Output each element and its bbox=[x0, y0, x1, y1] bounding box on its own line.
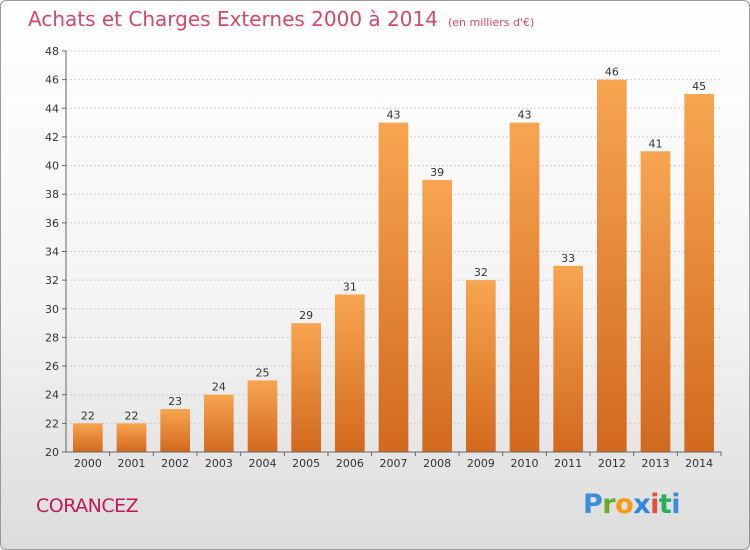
bar bbox=[247, 380, 278, 452]
x-tick-label: 2003 bbox=[205, 457, 233, 470]
x-tick-label: 2002 bbox=[161, 457, 189, 470]
y-tick-label: 24 bbox=[45, 389, 59, 402]
bar-value-label: 25 bbox=[256, 366, 270, 379]
bars: 22 22 23 24 25 29 31 43 39 32 43 33 46 41 45 bbox=[72, 66, 715, 453]
x-tick-label: 2004 bbox=[249, 457, 277, 470]
chart-title: Achats et Charges Externes 2000 à 2014 bbox=[28, 7, 438, 31]
y-tick-label: 26 bbox=[45, 360, 59, 373]
y-tick-label: 46 bbox=[45, 74, 59, 87]
bar-value-label: 41 bbox=[649, 137, 663, 150]
bar bbox=[684, 93, 715, 452]
y-tick-label: 32 bbox=[45, 274, 59, 287]
logo-letter: o bbox=[615, 489, 634, 520]
logo-letter: x bbox=[633, 489, 651, 520]
y-tick-label: 36 bbox=[45, 217, 59, 230]
y-tick-label: 48 bbox=[45, 45, 59, 58]
y-tick-label: 22 bbox=[45, 417, 59, 430]
y-tick-label: 28 bbox=[45, 331, 59, 344]
x-axis: 2000 2001 2002 2003 2004 2005 2006 2007 2008 2009… bbox=[66, 451, 722, 470]
y-tick-label: 34 bbox=[45, 246, 59, 259]
logo-letter: P bbox=[583, 489, 603, 520]
town-name: CORANCEZ bbox=[36, 495, 139, 517]
bar bbox=[72, 423, 103, 452]
logo-letter: r bbox=[602, 489, 616, 520]
bar bbox=[378, 122, 409, 452]
bar-value-label: 22 bbox=[125, 409, 139, 422]
y-tick-label: 42 bbox=[45, 131, 59, 144]
bar-value-label: 45 bbox=[692, 80, 706, 93]
bar bbox=[334, 294, 365, 452]
y-tick-label: 30 bbox=[45, 303, 59, 316]
bar-value-label: 32 bbox=[474, 266, 488, 279]
x-tick-label: 2008 bbox=[423, 457, 451, 470]
y-tick-label: 44 bbox=[45, 102, 59, 115]
bar bbox=[640, 151, 671, 452]
bar bbox=[291, 323, 322, 452]
chart-subtitle: (en milliers d'€) bbox=[447, 16, 535, 29]
bar-value-label: 43 bbox=[518, 109, 532, 122]
bar bbox=[596, 79, 627, 453]
bar-value-label: 23 bbox=[168, 395, 182, 408]
x-tick-label: 2010 bbox=[511, 457, 539, 470]
x-tick-label: 2012 bbox=[598, 457, 626, 470]
y-tick-label: 40 bbox=[45, 160, 59, 173]
bar-value-label: 39 bbox=[430, 166, 444, 179]
bar bbox=[160, 409, 191, 452]
bar-value-label: 33 bbox=[561, 252, 575, 265]
bar-value-label: 46 bbox=[605, 66, 619, 79]
logo-letter: i bbox=[650, 489, 659, 520]
x-tick-label: 2013 bbox=[642, 457, 670, 470]
bar bbox=[116, 423, 147, 452]
x-tick-label: 2014 bbox=[685, 457, 713, 470]
bar bbox=[509, 122, 540, 452]
logo-letter: i bbox=[671, 489, 681, 520]
bar-value-label: 31 bbox=[343, 280, 357, 293]
x-tick-label: 2005 bbox=[292, 457, 320, 470]
x-tick-label: 2007 bbox=[380, 457, 408, 470]
x-tick-label: 2011 bbox=[554, 457, 582, 470]
logo-letter: t bbox=[658, 489, 672, 520]
bar bbox=[553, 265, 584, 452]
bar-value-label: 22 bbox=[81, 409, 95, 422]
x-tick-label: 2006 bbox=[336, 457, 364, 470]
x-tick-label: 2001 bbox=[118, 457, 146, 470]
bar bbox=[422, 179, 453, 452]
bar-value-label: 24 bbox=[212, 381, 226, 394]
proxiti-logo[interactable]: Proxiti bbox=[583, 489, 681, 520]
x-tick-label: 2000 bbox=[74, 457, 102, 470]
bar bbox=[203, 394, 234, 452]
y-tick-label: 20 bbox=[45, 446, 59, 459]
y-axis: 20 22 24 26 28 30 32 34 36 38 40 42 44 46 48 bbox=[45, 45, 67, 459]
chart-title-block: Achats et Charges Externes 2000 à 2014 (e… bbox=[28, 7, 534, 31]
bar bbox=[465, 280, 496, 452]
bar-value-label: 29 bbox=[299, 309, 313, 322]
y-tick-label: 38 bbox=[45, 188, 59, 201]
bar-value-label: 43 bbox=[387, 109, 401, 122]
x-tick-label: 2009 bbox=[467, 457, 495, 470]
